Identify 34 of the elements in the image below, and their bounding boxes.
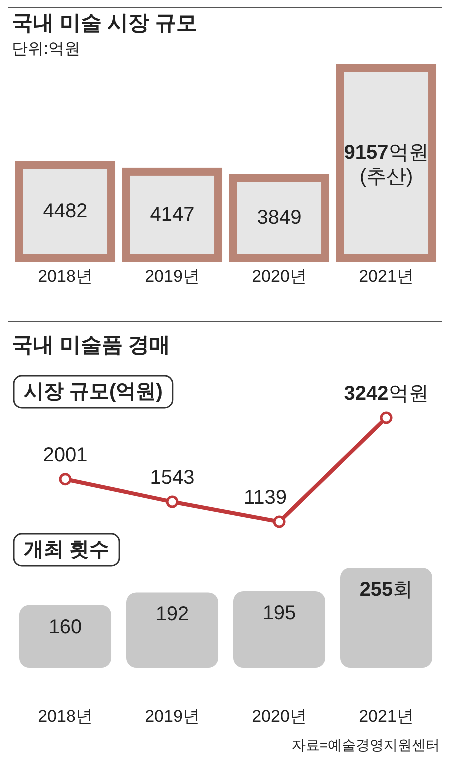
x-tick-label: 2021년 bbox=[359, 267, 414, 286]
chart-subtitle: 단위:억원 bbox=[12, 41, 80, 58]
bar bbox=[19, 605, 112, 668]
x-tick-label: 2018년 bbox=[38, 707, 93, 726]
bar bbox=[126, 592, 219, 668]
bar bbox=[233, 592, 326, 668]
data-label: 3242억원 bbox=[344, 383, 429, 405]
x-tick-label: 2020년 bbox=[252, 267, 307, 286]
point bbox=[273, 516, 286, 528]
point bbox=[166, 496, 179, 508]
point bbox=[380, 412, 393, 424]
data-label: 255회 bbox=[360, 579, 414, 601]
chart-subtitle: 시장 규모(억원) bbox=[24, 381, 163, 403]
data-label: 195 bbox=[262, 602, 296, 625]
x-tick-label: 2018년 bbox=[38, 267, 93, 286]
data-label: 3849 bbox=[257, 207, 302, 230]
x-tick-label: 2021년 bbox=[359, 707, 414, 726]
bar bbox=[340, 568, 433, 668]
x-tick-label: 2020년 bbox=[252, 707, 307, 726]
data-label: 4147 bbox=[150, 204, 195, 226]
data-label: 160 bbox=[48, 616, 82, 638]
x-tick-label: 2019년 bbox=[145, 267, 200, 286]
text: 자료=예술경영지원센터 bbox=[292, 737, 440, 753]
data-label: 1543 bbox=[150, 467, 195, 490]
point bbox=[59, 473, 72, 486]
x-tick-label: 2019년 bbox=[145, 707, 200, 726]
chart-title: 국내 미술품 경매 bbox=[12, 334, 171, 357]
chart-subtitle: 개최 횟수 bbox=[24, 539, 110, 561]
data-label: 1139 bbox=[244, 487, 288, 509]
data-label: 4482 bbox=[43, 200, 88, 222]
data-label: 9157억원 (추산) bbox=[344, 142, 429, 188]
data-label: 2001 bbox=[43, 444, 88, 466]
chart-title: 국내 미술 시장 규모 bbox=[12, 12, 198, 35]
data-label: 192 bbox=[156, 604, 190, 626]
